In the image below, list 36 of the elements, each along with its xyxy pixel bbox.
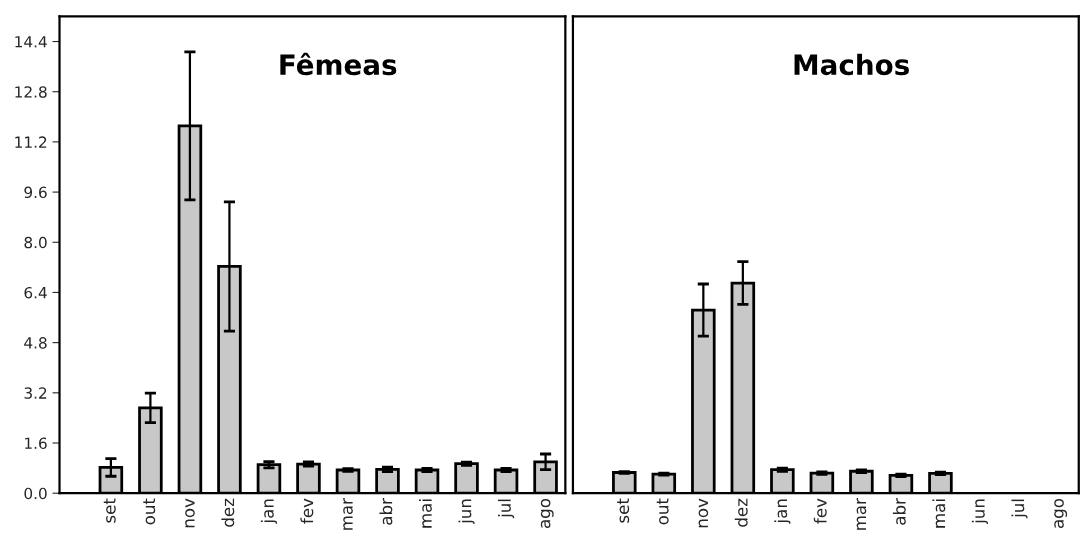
y-tick-label: 0.0 (24, 487, 47, 500)
x-tick-label: jan (260, 499, 278, 524)
x-tick-label: ago (540, 498, 554, 529)
x-tick-label: mar (856, 498, 867, 530)
text: Fêmeas (280, 52, 397, 76)
x-tick-label: jun (458, 499, 475, 525)
x-tick-label: mar (343, 498, 353, 530)
x-tick-label: fev (813, 498, 827, 524)
y-tick-label: 1.6 (25, 437, 47, 450)
y-tick-label: 3.2 (24, 387, 47, 399)
y-tick-label: 9.6 (24, 186, 47, 199)
x-tick-label: set (103, 498, 116, 523)
x-tick-label: jan (774, 499, 791, 524)
y-tick-label: 4.8 (24, 337, 47, 349)
x-tick-label: dez (221, 498, 235, 527)
x-tick-label: jun (971, 499, 989, 525)
text: Machos (794, 53, 909, 76)
x-tick-label: out (143, 498, 156, 525)
x-tick-label: mai (418, 499, 432, 528)
x-tick-label: nov (698, 498, 709, 528)
x-tick-label: dez (734, 498, 748, 527)
x-tick-label: jul (498, 499, 515, 519)
y-tick-label: 14.4 (15, 36, 47, 48)
y-tick-label: 12.8 (15, 86, 47, 98)
y-tick-label: 8.0 (24, 236, 47, 249)
x-tick-label: set (617, 498, 630, 523)
x-tick-label: abr (379, 498, 393, 525)
y-tick-label: 11.2 (15, 136, 47, 148)
x-tick-label: mai (932, 499, 946, 528)
x-tick-label: abr (892, 498, 906, 525)
y-tick-label: 6.4 (24, 286, 47, 299)
x-tick-label: ago (1054, 498, 1068, 529)
x-tick-label: fev (300, 498, 314, 524)
x-tick-label: out (656, 498, 669, 525)
x-tick-label: jul (1011, 499, 1028, 519)
x-tick-label: nov (185, 498, 195, 528)
